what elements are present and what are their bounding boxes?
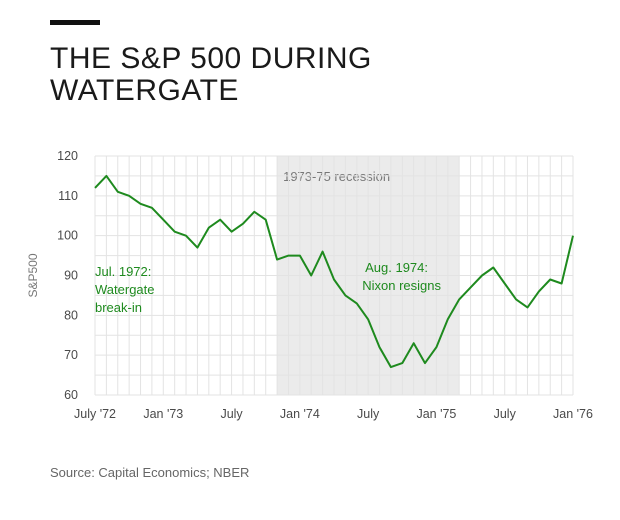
annotation-watergate-line1: Jul. 1972: bbox=[95, 264, 151, 279]
y-tick-label: 110 bbox=[58, 189, 78, 203]
accent-bar bbox=[50, 20, 100, 25]
y-tick-label: 70 bbox=[64, 348, 78, 362]
y-tick-label: 80 bbox=[64, 308, 78, 322]
annotation-nixon: Aug. 1974: Nixon resigns bbox=[362, 260, 441, 293]
y-tick-label: 90 bbox=[64, 269, 78, 283]
annotation-nixon-line1: Aug. 1974: bbox=[365, 260, 428, 275]
x-tick-label: Jan '73 bbox=[143, 407, 183, 421]
x-tick-label: July bbox=[357, 407, 380, 421]
y-tick-label: 60 bbox=[64, 388, 78, 402]
annotation-nixon-line2: Nixon resigns bbox=[362, 278, 441, 293]
recession-label: 1973-75 recession bbox=[283, 169, 390, 184]
annotation-watergate: Jul. 1972: Watergate break-in bbox=[95, 264, 155, 315]
x-tick-label: Jan '75 bbox=[416, 407, 456, 421]
x-axis-ticks: July '72 Jan '73 July Jan '74 July Jan '75 Jul… bbox=[74, 407, 593, 421]
chart-title-line2: WATERGATE bbox=[50, 74, 239, 107]
y-axis-label: S&P500 bbox=[26, 253, 40, 297]
y-tick-label: 120 bbox=[57, 149, 78, 163]
x-tick-label: July bbox=[494, 407, 517, 421]
chart-title-line1: THE S&P 500 DURING bbox=[50, 42, 372, 75]
grid bbox=[94, 155, 574, 396]
x-tick-label: Jan '74 bbox=[280, 407, 320, 421]
y-tick-label: 100 bbox=[57, 229, 78, 243]
x-tick-label: Jan '76 bbox=[553, 407, 593, 421]
annotation-watergate-line3: break-in bbox=[95, 300, 142, 315]
annotation-watergate-line2: Watergate bbox=[95, 282, 155, 297]
series-line bbox=[94, 174, 574, 369]
x-tick-label: July bbox=[220, 407, 243, 421]
y-axis-ticks: 60 70 80 90 100 110 120 bbox=[57, 149, 78, 402]
x-tick-label: July '72 bbox=[74, 407, 116, 421]
source-note: Source: Capital Economics; NBER bbox=[50, 465, 249, 480]
